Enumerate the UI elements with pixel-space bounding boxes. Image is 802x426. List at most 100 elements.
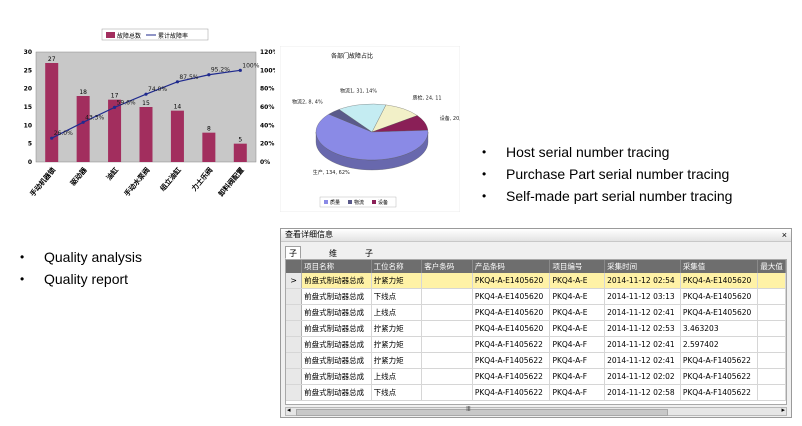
y-right-tick-label: 100% — [260, 67, 275, 74]
table-cell[interactable] — [757, 304, 786, 321]
row-header[interactable] — [286, 304, 303, 321]
table-cell[interactable]: 2014-11-12 02:58 — [604, 384, 681, 401]
table-cell[interactable]: PKQ4-A-E1405620 — [472, 288, 551, 305]
column-header[interactable]: 工位名称 — [371, 260, 423, 273]
table-cell[interactable] — [757, 336, 786, 353]
table-cell[interactable]: 上线点 — [371, 304, 423, 321]
table-cell[interactable]: PKQ4-A-E — [549, 288, 606, 305]
table-cell[interactable]: 前盘式制动器总成 — [301, 336, 372, 353]
table-cell[interactable] — [757, 352, 786, 369]
table-cell[interactable] — [421, 384, 473, 401]
table-cell[interactable]: PKQ4-A-F — [549, 368, 606, 385]
table-cell[interactable]: 2.597402 — [680, 336, 759, 353]
row-header[interactable] — [286, 320, 303, 337]
column-header[interactable]: 产品条码 — [472, 260, 551, 273]
y-right-tick-label: 80% — [260, 86, 274, 93]
table-row[interactable]: 前盘式制动器总成 上线点 PKQ4-A-F1405622 PKQ4-A-F 2014-1… — [286, 368, 786, 385]
row-header[interactable] — [286, 368, 303, 385]
table-cell[interactable] — [757, 273, 786, 289]
row-header[interactable] — [286, 352, 303, 369]
table-cell[interactable]: 2014-11-12 03:13 — [604, 288, 681, 305]
horizontal-scrollbar[interactable]: ◂ Ⅲ ▸ — [285, 406, 787, 416]
table-cell[interactable]: PKQ4-A-F1405622 — [472, 336, 551, 353]
table-cell[interactable]: PKQ4-A-F1405622 — [680, 384, 759, 401]
table-cell[interactable]: PKQ4-A-F1405622 — [680, 352, 759, 369]
table-cell[interactable] — [421, 368, 473, 385]
row-header[interactable] — [286, 288, 303, 305]
table-cell[interactable] — [421, 273, 473, 289]
table-cell[interactable]: 前盘式制动器总成 — [301, 288, 372, 305]
table-cell[interactable]: 前盘式制动器总成 — [301, 368, 372, 385]
table-cell[interactable]: 拧紧力矩 — [371, 352, 423, 369]
table-row[interactable]: 前盘式制动器总成 拧紧力矩 PKQ4-A-F1405622 PKQ4-A-F 2014-… — [286, 336, 786, 353]
table-cell[interactable]: PKQ4-A-E1405620 — [680, 273, 759, 289]
table-cell[interactable]: 前盘式制动器总成 — [301, 304, 372, 321]
table-cell[interactable]: 拧紧力矩 — [371, 273, 423, 289]
column-header[interactable]: 项目名称 — [301, 260, 372, 273]
scroll-left-icon[interactable]: ◂ — [287, 407, 291, 414]
row-header[interactable]: > — [286, 273, 303, 289]
column-header[interactable]: 采集时间 — [604, 260, 681, 273]
tab-item-info[interactable]: 子项信息 — [285, 246, 301, 297]
table-row[interactable]: 前盘式制动器总成 拧紧力矩 PKQ4-A-F1405622 PKQ4-A-F 2014-… — [286, 352, 786, 369]
table-cell[interactable]: 2014-11-12 02:54 — [604, 273, 681, 289]
column-header[interactable]: 客户条码 — [421, 260, 473, 273]
table-cell[interactable] — [421, 288, 473, 305]
table-row[interactable]: 前盘式制动器总成 下线点 PKQ4-A-F1405622 PKQ4-A-F 2014-1… — [286, 384, 786, 401]
row-header[interactable] — [286, 384, 303, 401]
table-cell[interactable]: 2014-11-12 02:41 — [604, 336, 681, 353]
scrollbar-thumb[interactable] — [296, 409, 668, 416]
table-cell[interactable]: 前盘式制动器总成 — [301, 273, 372, 289]
table-cell[interactable]: PKQ4-A-E1405620 — [680, 304, 759, 321]
table-row[interactable]: 前盘式制动器总成 拧紧力矩 PKQ4-A-E1405620 PKQ4-A-E 2014-… — [286, 320, 786, 337]
row-header[interactable] — [286, 336, 303, 353]
table-cell[interactable]: 2014-11-12 02:41 — [604, 352, 681, 369]
table-cell[interactable]: 下线点 — [371, 288, 423, 305]
table-cell[interactable]: PKQ4-A-E1405620 — [472, 320, 551, 337]
table-cell[interactable] — [757, 368, 786, 385]
table-row[interactable]: 前盘式制动器总成 下线点 PKQ4-A-E1405620 PKQ4-A-E 2014-1… — [286, 288, 786, 305]
tab-repair-info[interactable]: 维修信息 — [329, 249, 337, 297]
table-cell[interactable]: PKQ4-A-F1405622 — [472, 368, 551, 385]
table-row[interactable]: > 前盘式制动器总成 拧紧力矩 PKQ4-A-E1405620 PKQ4-A-E 2014… — [286, 273, 786, 289]
scroll-right-icon[interactable]: ▸ — [781, 407, 785, 414]
window-title-bar[interactable]: 查看详细信息 × — [281, 229, 791, 242]
table-cell[interactable]: PKQ4-A-F1405622 — [680, 368, 759, 385]
table-cell[interactable]: 上线点 — [371, 368, 423, 385]
table-cell[interactable] — [757, 320, 786, 337]
table-cell[interactable] — [757, 384, 786, 401]
table-cell[interactable]: 2014-11-12 02:41 — [604, 304, 681, 321]
table-cell[interactable]: 前盘式制动器总成 — [301, 320, 372, 337]
table-cell[interactable]: PKQ4-A-E1405620 — [472, 273, 551, 289]
column-header[interactable]: 项目编号 — [549, 260, 606, 273]
table-cell[interactable]: 拧紧力矩 — [371, 336, 423, 353]
table-cell[interactable]: 3.463203 — [680, 320, 759, 337]
table-cell[interactable]: 前盘式制动器总成 — [301, 384, 372, 401]
table-cell[interactable]: PKQ4-A-E — [549, 320, 606, 337]
table-cell[interactable]: PKQ4-A-E1405620 — [472, 304, 551, 321]
table-cell[interactable]: 拧紧力矩 — [371, 320, 423, 337]
table-cell[interactable]: PKQ4-A-F1405622 — [472, 384, 551, 401]
table-cell[interactable]: 2014-11-12 02:02 — [604, 368, 681, 385]
column-header[interactable]: 最大值 — [757, 260, 786, 273]
table-cell[interactable] — [421, 336, 473, 353]
table-cell[interactable] — [421, 304, 473, 321]
table-cell[interactable]: 2014-11-12 02:53 — [604, 320, 681, 337]
table-cell[interactable] — [421, 320, 473, 337]
column-header[interactable]: 采集值 — [680, 260, 759, 273]
table-cell[interactable]: PKQ4-A-E — [549, 304, 606, 321]
table-cell[interactable]: PKQ4-A-E — [549, 273, 606, 289]
close-icon[interactable]: × — [781, 230, 787, 240]
table-cell[interactable] — [757, 288, 786, 305]
table-cell[interactable]: PKQ4-A-E1405620 — [680, 288, 759, 305]
table-row[interactable]: 前盘式制动器总成 上线点 PKQ4-A-E1405620 PKQ4-A-E 2014-1… — [286, 304, 786, 321]
table-cell[interactable]: 前盘式制动器总成 — [301, 352, 372, 369]
table-cell[interactable]: 下线点 — [371, 384, 423, 401]
table-cell[interactable]: PKQ4-A-F — [549, 384, 606, 401]
tab-item-repair-info[interactable]: 子项维修信息 — [365, 249, 373, 323]
table-cell[interactable]: PKQ4-A-F — [549, 352, 606, 369]
table-cell[interactable]: PKQ4-A-F — [549, 336, 606, 353]
table-cell[interactable]: PKQ4-A-F1405622 — [472, 352, 551, 369]
table-cell[interactable] — [421, 352, 473, 369]
